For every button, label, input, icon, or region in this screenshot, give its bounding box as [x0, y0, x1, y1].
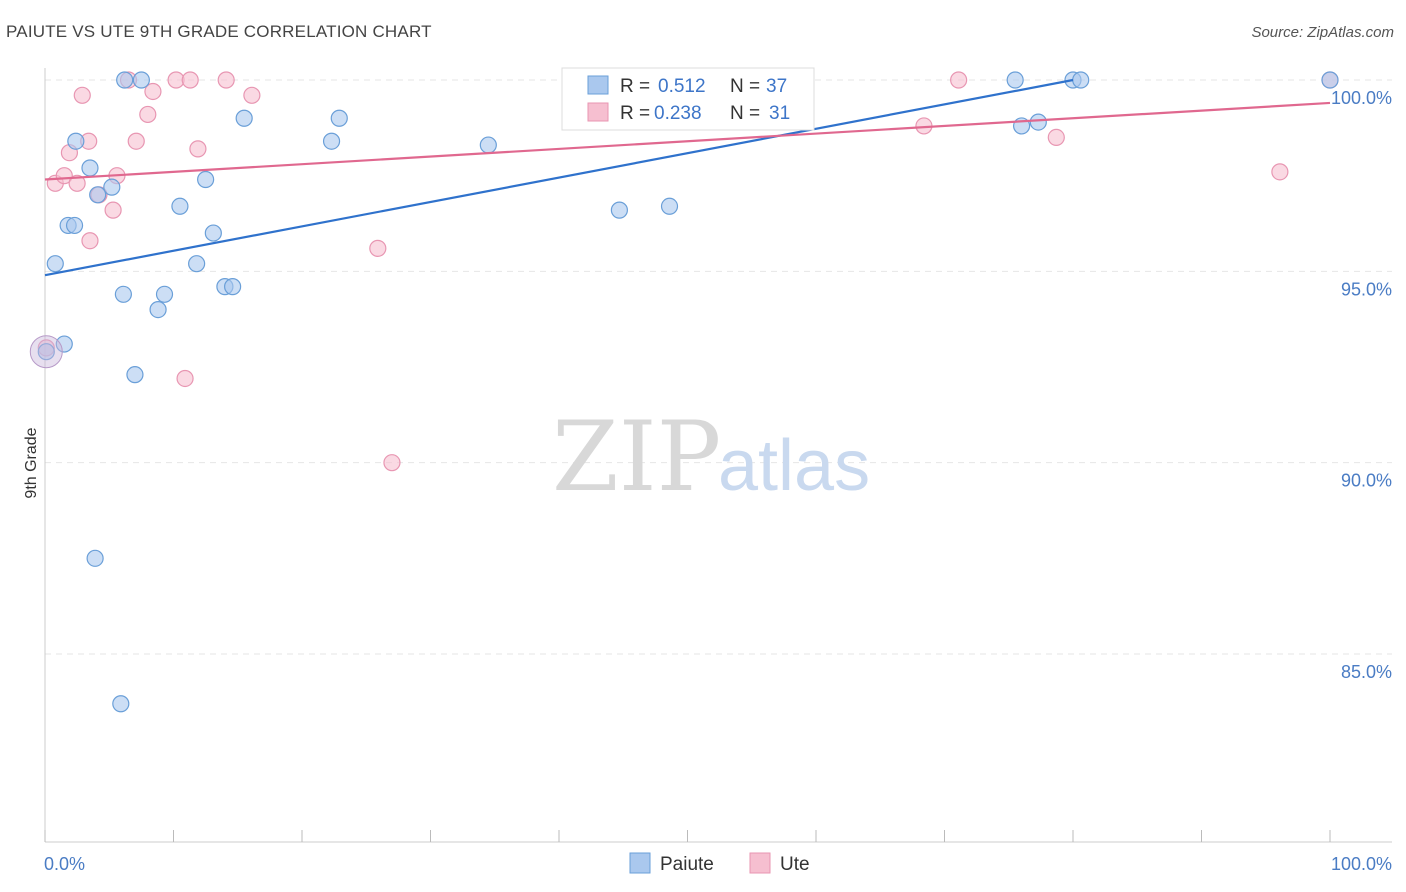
source-label: Source: ZipAtlas.com — [1251, 24, 1394, 41]
paiute-r-value: 0.512 — [658, 76, 706, 97]
y-tick-label-90: 90.0% — [1341, 471, 1392, 491]
ute-bottom-label: Ute — [780, 854, 810, 875]
paiute-legend-swatch — [587, 75, 609, 95]
ute-r-value: 0.238 — [654, 103, 702, 124]
paiute-n-value: 37 — [766, 76, 787, 97]
ute-r-label: R = — [620, 103, 650, 124]
ute-bottom-swatch — [749, 852, 771, 874]
paiute-point — [116, 71, 134, 89]
series-legend: Paiute Ute — [629, 852, 810, 875]
paiute-point — [89, 186, 107, 204]
ute-n-value: 31 — [769, 103, 790, 124]
paiute-point — [86, 549, 104, 567]
watermark-zip: ZIP — [552, 401, 721, 513]
paiute-point — [37, 343, 55, 361]
ute-point — [217, 71, 235, 89]
axes — [44, 68, 1392, 843]
ute-point — [73, 86, 91, 104]
paiute-point — [197, 170, 215, 189]
paiute-point — [224, 278, 242, 296]
ute-point — [68, 174, 86, 192]
ute-point — [139, 105, 157, 124]
paiute-point — [67, 132, 85, 150]
paiute-point — [132, 71, 150, 89]
y-axis-label: 9th Grade — [23, 427, 40, 498]
ute-trend-line — [44, 101, 1331, 181]
paiute-point — [114, 285, 132, 303]
ute-point — [369, 239, 387, 257]
ute-legend-swatch — [587, 102, 609, 122]
paiute-point — [171, 197, 189, 215]
paiute-point — [330, 109, 348, 127]
paiute-point — [322, 132, 341, 150]
y-tick-labels: 85.0% 90.0% 95.0% 100.0% — [1331, 88, 1392, 682]
ute-point — [1271, 163, 1289, 181]
paiute-point — [81, 159, 99, 177]
ute-point — [243, 86, 261, 104]
grid-lines — [45, 79, 1392, 655]
paiute-point — [112, 695, 130, 713]
paiute-point — [1321, 71, 1339, 89]
x-tick-label-min: 0.0% — [44, 854, 85, 874]
ute-point — [950, 71, 968, 89]
watermark-atlas: atlas — [718, 426, 870, 506]
paiute-point — [46, 255, 64, 273]
stats-legend: R = 0.512 N = 37 R = 0.238 N = 31 — [561, 67, 815, 131]
paiute-point — [235, 109, 253, 127]
paiute-point — [204, 224, 222, 242]
paiute-point — [188, 255, 206, 273]
paiute-point — [55, 335, 73, 353]
paiute-bottom-swatch — [629, 852, 651, 874]
ute-n-label: N = — [730, 103, 760, 124]
paiute-n-label: N = — [730, 76, 760, 97]
paiute-point — [610, 201, 628, 219]
paiute-point — [103, 178, 121, 196]
watermark: ZIP atlas — [552, 401, 870, 513]
paiute-trend-line — [44, 78, 1074, 277]
ute-point — [104, 201, 122, 219]
paiute-point — [1006, 71, 1024, 89]
y-tick-label-100: 100.0% — [1331, 88, 1392, 108]
ute-point — [383, 454, 401, 472]
paiute-point — [149, 301, 167, 319]
paiute-bottom-label: Paiute — [660, 854, 714, 875]
paiute-point — [1072, 71, 1090, 89]
paiute-point — [660, 197, 679, 215]
paiute-point — [1029, 113, 1047, 131]
y-tick-label-95: 95.0% — [1341, 279, 1392, 299]
ute-point — [1047, 128, 1065, 146]
y-tick-label-85: 85.0% — [1341, 662, 1392, 682]
paiute-point — [479, 136, 497, 154]
paiute-point — [126, 366, 144, 384]
paiute-point — [155, 285, 174, 303]
paiute-r-label: R = — [620, 76, 650, 97]
x-tick-labels: 0.0% 100.0% — [44, 854, 1392, 874]
ute-point — [144, 82, 162, 101]
paiute-point — [65, 216, 84, 235]
chart-title: PAIUTE VS UTE 9TH GRADE CORRELATION CHAR… — [6, 22, 432, 41]
ute-point — [181, 71, 199, 89]
cluster-point — [29, 335, 63, 369]
ute-point — [176, 369, 194, 388]
ute-point — [81, 232, 99, 250]
ute-point — [189, 140, 207, 158]
ute-point — [127, 132, 145, 150]
x-tick-label-max: 100.0% — [1331, 854, 1392, 874]
trend-lines — [44, 78, 1331, 277]
